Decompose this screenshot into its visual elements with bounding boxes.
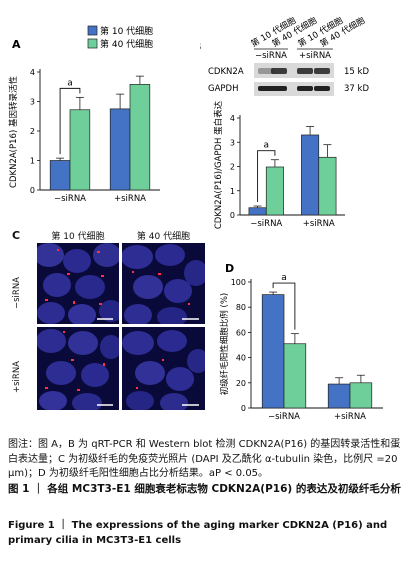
panel-b-label: B bbox=[200, 40, 201, 53]
panel-b-bar-1-0 bbox=[301, 134, 320, 216]
figure-title-cn: 图 1 ｜ 各组 MC3T3-E1 细胞衰老标志物 CDKN2A(P16) 的表… bbox=[8, 483, 401, 495]
panel-a-xtick-label-1: +siRNA bbox=[114, 194, 146, 204]
panel-b-ylabel: CDKN2A(P16)/GAPDH 蛋白表达 bbox=[213, 100, 224, 229]
micrograph-p40-plus bbox=[122, 327, 205, 410]
blot-membrane-cdkn2a bbox=[254, 63, 334, 78]
panel-a-sig-mark: a bbox=[67, 78, 73, 88]
panel-b-bar-0-0 bbox=[248, 207, 267, 216]
panel-a-ytick-label-3: 3 bbox=[30, 98, 35, 107]
panel-a-chart: A 第 10 代细胞 第 40 代细胞 CDKN2A(P16) 基因转录活性 0… bbox=[8, 25, 160, 204]
legend-swatch-p40 bbox=[87, 38, 98, 49]
legend-label-p10: 第 10 代细胞 bbox=[100, 25, 153, 37]
panel-b-xtick-label-1: +siRNA bbox=[303, 219, 335, 229]
blot-band-cdkn2a-1 bbox=[271, 68, 287, 74]
figure-notes: 图注：图 A，B 为 qRT-PCR 和 Western blot 检测 CDK… bbox=[8, 439, 401, 479]
blot-band-gapdh-kd: 37 kD bbox=[344, 84, 369, 94]
panel-d-label: D bbox=[225, 262, 234, 275]
figure-title-en: Figure 1 ｜ The expressions of the aging … bbox=[8, 520, 388, 546]
blot-band-cdkn2a-2 bbox=[297, 68, 313, 74]
panel-b-chart: B 第 10 代细胞 第 40 代细胞 第 10 代细胞 第 40 代细胞 −s… bbox=[200, 15, 369, 229]
panel-d-chart: D 初级纤毛阳性细胞比例 (%) 0 20 40 60 80 100 −siRNA +siRN… bbox=[219, 262, 383, 422]
blot-band-gapdh-0 bbox=[258, 86, 274, 91]
blot-band-cdkn2a-label: CDKN2A bbox=[208, 67, 244, 77]
panel-d-ytick-label-0: 0 bbox=[241, 404, 246, 413]
panel-a-ytick-label-1: 1 bbox=[30, 157, 35, 166]
panel-b-ytick-label-0: 0 bbox=[230, 211, 235, 220]
panel-a-sig-bracket bbox=[59, 87, 81, 155]
blot-band-gapdh-label: GAPDH bbox=[208, 84, 238, 94]
panel-b-ytick-label-2: 2 bbox=[230, 163, 235, 172]
panel-d-bar-1-1 bbox=[349, 382, 373, 409]
panel-a-ylabel: CDKN2A(P16) 基因转录活性 bbox=[8, 76, 19, 188]
panel-d-ytick-label-5: 100 bbox=[231, 278, 246, 287]
panel-a-xtick-label-0: −siRNA bbox=[54, 194, 86, 204]
panel-b-ytick-label-4: 4 bbox=[230, 114, 235, 123]
legend-swatch-p10 bbox=[87, 25, 98, 36]
blot-band-cdkn2a-0 bbox=[258, 68, 274, 74]
panel-d-bar-0-0 bbox=[261, 294, 285, 409]
panel-a-bar-1-1 bbox=[129, 84, 151, 191]
panel-d-ytick-label-4: 80 bbox=[236, 303, 246, 312]
panel-d-bar-1-0 bbox=[327, 383, 351, 409]
panel-c-col-p40: 第 40 代细胞 bbox=[136, 232, 191, 242]
panel-a-bar-1-0 bbox=[109, 108, 131, 191]
micrograph-p10-plus bbox=[37, 327, 119, 410]
panel-d-ytick-label-1: 20 bbox=[236, 379, 246, 388]
panel-b-sig-mark: a bbox=[263, 141, 269, 151]
panel-b-xtick-label-0: −siRNA bbox=[250, 219, 282, 229]
panel-a-ytick-label-0: 0 bbox=[30, 186, 35, 195]
micrograph-p10-minus bbox=[37, 243, 119, 324]
legend-label-p40: 第 40 代细胞 bbox=[100, 38, 153, 50]
blot-band-gapdh-1 bbox=[271, 86, 287, 91]
panel-d-ytick-label-3: 60 bbox=[236, 328, 246, 337]
panel-a-ytick-label-4: 4 bbox=[30, 68, 35, 77]
panel-b-bar-0-1 bbox=[265, 166, 284, 216]
panel-d-xtick-label-0: −siRNA bbox=[268, 412, 300, 422]
blot-band-cdkn2a-kd: 15 kD bbox=[344, 67, 369, 77]
panel-c-label: C bbox=[12, 229, 21, 242]
micrograph-p40-minus bbox=[122, 243, 205, 324]
panel-b-ytick-label-1: 1 bbox=[230, 187, 235, 196]
panel-d-sig-mark: a bbox=[281, 273, 287, 283]
blot-group-plus: +siRNA bbox=[299, 51, 331, 61]
panel-a-label: A bbox=[12, 38, 21, 51]
panel-b-bar-1-1 bbox=[318, 156, 337, 216]
panel-d-ytick-label-2: 40 bbox=[236, 354, 246, 363]
blot-membrane-gapdh bbox=[254, 82, 334, 96]
panel-c: C 第 10 代细胞 第 40 代细胞 −siRNA +siRNA bbox=[0, 226, 213, 436]
panel-b-sig-bracket bbox=[257, 150, 276, 203]
panel-d-bar-0-1 bbox=[283, 343, 307, 409]
panel-d-ylabel: 初级纤毛阳性细胞比例 (%) bbox=[219, 293, 230, 395]
blot-band-cdkn2a-3 bbox=[314, 68, 330, 74]
panel-d-sig-bracket bbox=[272, 282, 296, 330]
blot-group-minus: −siRNA bbox=[255, 51, 287, 61]
panel-d-xtick-label-1: +siRNA bbox=[334, 412, 366, 422]
blot-band-gapdh-3 bbox=[314, 86, 330, 91]
panel-a-bar-0-0 bbox=[49, 160, 71, 191]
panel-c-row-minus: −siRNA bbox=[12, 277, 22, 309]
blot-band-gapdh-2 bbox=[297, 86, 313, 91]
panel-a-ytick-label-2: 2 bbox=[30, 127, 35, 136]
panel-b-ytick-label-3: 3 bbox=[230, 138, 235, 147]
panel-c-col-p10: 第 10 代细胞 bbox=[51, 232, 105, 242]
panel-c-row-plus: +siRNA bbox=[12, 361, 22, 393]
panel-a-bar-0-1 bbox=[69, 109, 91, 191]
